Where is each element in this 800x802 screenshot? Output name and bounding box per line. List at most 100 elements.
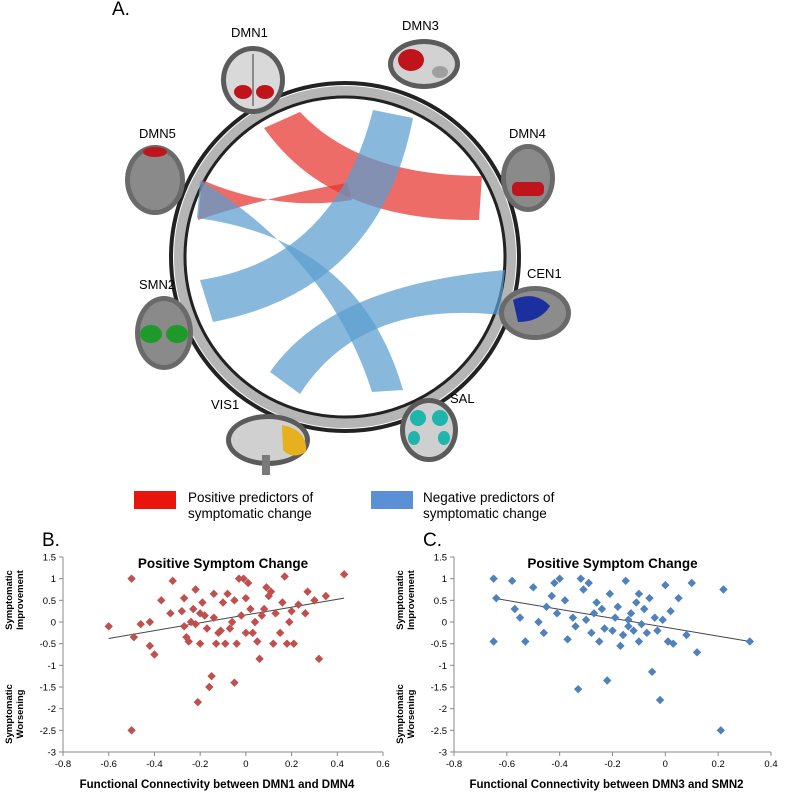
x-tick-label: -0.2 — [192, 759, 208, 770]
data-point — [209, 589, 219, 599]
data-point — [568, 613, 578, 622]
data-point — [136, 619, 145, 629]
data-point — [682, 630, 691, 640]
brain-sagittal-icon — [226, 414, 310, 475]
y-label-bottom: SymptomaticWorsening — [4, 684, 26, 744]
ribbon-dmn5-dmn3 — [198, 180, 352, 220]
x-tick-label: 0 — [663, 759, 668, 770]
data-point — [669, 639, 678, 648]
data-point — [589, 609, 599, 618]
data-point — [552, 609, 562, 618]
node-label-dmn3: DMN3 — [402, 18, 439, 33]
node-label-vis1: VIS1 — [211, 397, 240, 412]
brain-posterior-icon — [125, 145, 185, 215]
y-tick-label: -1.5 — [40, 683, 56, 694]
data-point — [521, 637, 530, 646]
node-label-dmn5: DMN5 — [139, 126, 176, 141]
data-point — [647, 667, 657, 677]
node-label-dmn1: DMN1 — [231, 25, 268, 40]
data-point — [687, 578, 696, 588]
data-point — [253, 637, 262, 646]
data-point — [573, 684, 583, 694]
y-tick-label: -0.5 — [40, 639, 56, 650]
data-point — [610, 613, 620, 622]
data-point — [127, 574, 136, 583]
y-label-word: Worsening — [406, 689, 417, 738]
node-label-cen1: CEN1 — [527, 266, 562, 281]
data-point — [716, 726, 726, 735]
data-point — [246, 604, 255, 614]
y-label-top-text: SymptomaticImprovement — [4, 569, 26, 629]
data-point — [489, 574, 498, 583]
y-label-bottom-text: SymptomaticWorsening — [4, 684, 26, 744]
data-point — [189, 604, 198, 614]
y-tick-label: 0.5 — [43, 596, 56, 607]
brain-coronal-icon — [221, 46, 285, 114]
data-point — [581, 615, 591, 625]
data-point — [237, 611, 246, 620]
data-point — [227, 617, 237, 627]
y-tick-label: 1 — [442, 574, 447, 585]
y-label-top: SymptomaticImprovement — [4, 569, 26, 629]
data-point — [250, 617, 260, 627]
x-tick-label: -0.8 — [446, 759, 462, 770]
data-point — [104, 622, 113, 631]
data-point — [515, 613, 525, 622]
y-tick-label: -3 — [439, 748, 447, 759]
y-tick-label: -0.5 — [431, 639, 447, 650]
data-point — [271, 609, 280, 618]
data-point — [653, 626, 662, 635]
data-point — [301, 609, 310, 618]
trendline — [493, 597, 750, 642]
data-point — [624, 622, 633, 631]
data-point — [191, 619, 200, 629]
data-point — [634, 589, 644, 599]
scatter-chart-b: 1.5 1 0.5 0 -0.5 -1 -1.5 -2 -2.5 -3-0.8 -0.6 -0.4 -0… — [4, 553, 390, 792]
data-point — [282, 639, 292, 648]
data-point — [529, 583, 538, 592]
y-tick-label: -3 — [48, 748, 56, 759]
data-point — [184, 637, 193, 646]
data-point — [745, 637, 755, 646]
data-point — [255, 654, 264, 664]
data-point — [579, 585, 588, 594]
data-point — [241, 628, 251, 638]
data-point — [507, 576, 517, 586]
data-point — [339, 570, 349, 579]
data-point — [266, 587, 276, 596]
data-point — [692, 648, 702, 657]
data-point — [621, 576, 630, 586]
x-tick-label: 0 — [243, 759, 248, 770]
data-point — [218, 598, 228, 607]
data-point — [597, 604, 607, 614]
data-point — [191, 585, 200, 594]
data-point — [547, 591, 556, 601]
y-label-word: Symptomatic — [4, 684, 15, 744]
y-label-word: Worsening — [15, 689, 26, 738]
data-point — [674, 593, 683, 603]
data-point — [248, 628, 257, 638]
y-tick-label: -2 — [48, 704, 56, 715]
data-point — [719, 585, 728, 594]
data-point — [157, 596, 166, 605]
data-point — [211, 639, 221, 648]
x-axis-label: Functional Connectivity between DMN3 and… — [469, 779, 743, 791]
connectogram — [169, 81, 521, 433]
legend-swatch-positive — [134, 491, 176, 509]
data-point — [666, 606, 675, 616]
node-label-smn2: SMN2 — [139, 277, 176, 292]
data-point — [492, 593, 501, 603]
x-tick-label: 0.4 — [764, 759, 777, 770]
data-point — [278, 598, 287, 607]
chart-title: Positive Symptom Change — [527, 556, 698, 571]
data-point — [555, 574, 564, 583]
data-point — [230, 596, 239, 605]
data-point — [534, 617, 543, 627]
brain-icons — [125, 39, 571, 475]
y-label-top-text: SymptomaticImprovement — [395, 569, 417, 629]
data-point — [168, 576, 177, 586]
data-point — [661, 580, 670, 590]
y-label-bottom: SymptomaticWorsening — [395, 684, 417, 744]
data-point — [595, 637, 604, 646]
y-tick-label: 0 — [442, 618, 447, 629]
